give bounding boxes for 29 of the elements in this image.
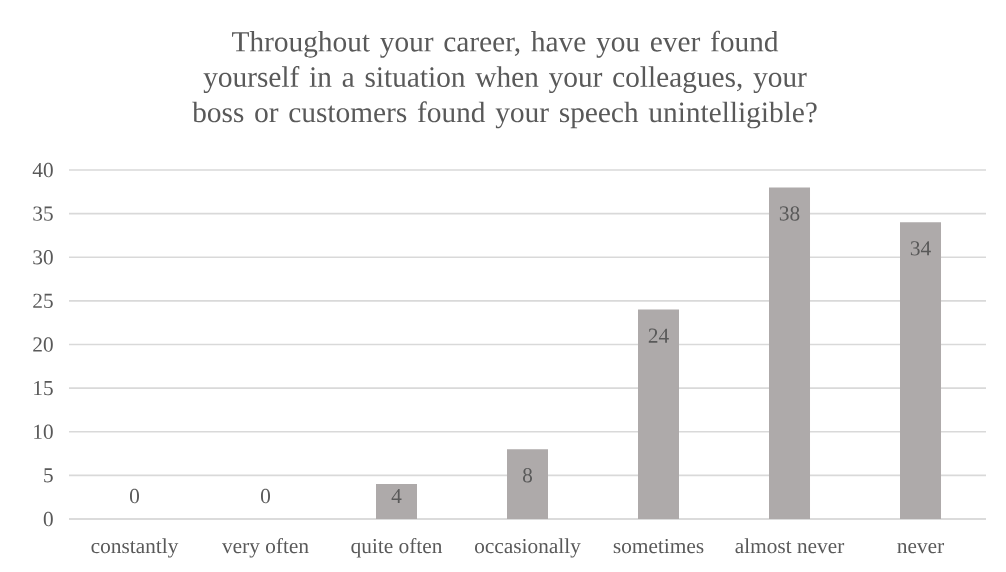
y-tick-label: 25 bbox=[33, 293, 53, 309]
x-tick-label: constantly bbox=[91, 538, 179, 558]
bar bbox=[900, 222, 942, 519]
y-tick-label: 20 bbox=[33, 337, 53, 352]
x-tick-label: almost never bbox=[735, 538, 845, 554]
data-label: 34 bbox=[910, 241, 931, 256]
x-tick-label: quite often bbox=[351, 537, 443, 558]
data-label: 0 bbox=[260, 488, 271, 504]
y-tick-label: 0 bbox=[43, 511, 53, 527]
x-tick-label: occasionally bbox=[475, 538, 581, 558]
x-tick-label: very often bbox=[221, 537, 309, 558]
bar bbox=[376, 484, 418, 519]
bar bbox=[507, 449, 549, 519]
y-tick-label: 30 bbox=[33, 250, 53, 265]
data-label: 8 bbox=[522, 468, 533, 483]
x-tick-label: sometimes bbox=[613, 538, 704, 554]
data-label: 0 bbox=[129, 488, 140, 504]
y-tick-label: 10 bbox=[34, 424, 53, 439]
x-tick-label: never bbox=[897, 542, 945, 554]
y-tick-label: 40 bbox=[32, 162, 53, 178]
data-label: 4 bbox=[391, 488, 402, 504]
y-tick-label: 5 bbox=[44, 468, 53, 483]
chart-title: Throughout your career, have you ever found yourself in a situation when your colleagues, your boss or customers found your speech unintelligible? bbox=[192, 30, 817, 129]
y-tick-label: 35 bbox=[33, 206, 53, 221]
data-label: 24 bbox=[648, 328, 669, 343]
bar bbox=[638, 309, 680, 519]
bar bbox=[769, 187, 811, 519]
y-tick-label: 15 bbox=[34, 380, 53, 396]
data-label: 38 bbox=[779, 206, 800, 221]
